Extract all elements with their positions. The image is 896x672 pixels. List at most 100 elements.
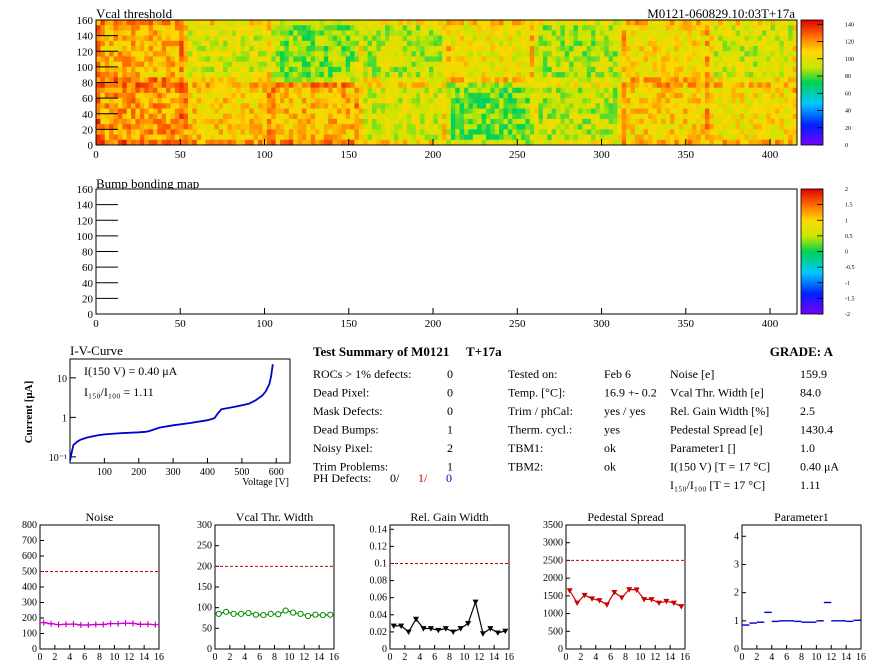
heatmap-cell: [411, 113, 417, 120]
heatmap-cell: [100, 20, 106, 26]
heatmap-cell: [577, 72, 583, 78]
heatmap-cell: [512, 118, 517, 125]
heatmap-cell: [148, 118, 154, 125]
heatmap-cell: [262, 25, 268, 31]
heatmap-cell: [227, 134, 233, 141]
heatmap-cell: [599, 25, 605, 31]
heatmap-cell: [696, 129, 701, 135]
heatmap-cell: [490, 30, 496, 36]
heatmap-cell: [109, 77, 114, 83]
heatmap-cell: [407, 87, 412, 94]
summary-value: ok: [604, 441, 616, 455]
heatmap-cell: [415, 25, 421, 31]
heatmap-cell: [617, 118, 623, 125]
heatmap-cell: [385, 56, 390, 63]
heatmap-cell: [104, 118, 110, 125]
heatmap-cell: [683, 129, 688, 135]
heatmap-cell: [612, 20, 618, 26]
heatmap-cell: [761, 124, 767, 130]
heatmap-cell: [542, 61, 548, 68]
plot-frame: [565, 524, 686, 650]
heatmap-cell: [315, 139, 320, 146]
heatmap-cell: [100, 35, 106, 42]
heatmap-cell: [354, 139, 360, 146]
heatmap-cell: [332, 30, 338, 36]
data-point: [611, 590, 618, 596]
heatmap-cell: [315, 92, 320, 99]
heatmap-cell: [626, 66, 631, 73]
heatmap-cell: [643, 40, 649, 47]
heatmap-cell: [201, 46, 206, 52]
heatmap-cell: [687, 92, 693, 99]
heatmap-cell: [301, 92, 307, 99]
heatmap-cell: [350, 113, 355, 120]
heatmap-cell: [223, 77, 228, 83]
heatmap-cell: [389, 25, 395, 31]
heatmap-cell: [582, 124, 588, 130]
heatmap-cell: [328, 25, 333, 31]
heatmap-cell: [696, 25, 701, 31]
heatmap-cell: [560, 20, 566, 26]
heatmap-cell: [209, 20, 215, 26]
heatmap-cell: [652, 25, 658, 31]
heatmap-cell: [450, 113, 456, 120]
data-point: [641, 597, 648, 603]
heatmap-cell: [433, 77, 439, 83]
heatmap-cell: [310, 134, 316, 141]
heatmap-cell: [393, 103, 399, 109]
heatmap-cell: [433, 30, 439, 36]
heatmap-cell: [748, 92, 754, 99]
heatmap-cell: [621, 20, 627, 26]
heatmap-cell: [551, 46, 557, 52]
heatmap-cell: [700, 25, 706, 31]
heatmap-cell: [468, 25, 474, 31]
heatmap-cell: [358, 139, 364, 146]
heatmap-cell: [214, 40, 220, 47]
heatmap-cell: [722, 82, 728, 89]
heatmap-cell: [775, 20, 780, 26]
heatmap-cell: [372, 35, 377, 42]
heatmap-cell: [450, 51, 456, 57]
heatmap-cell: [139, 87, 145, 94]
heatmap-cell: [713, 124, 719, 130]
heatmap-cell: [481, 139, 487, 146]
heatmap-cell: [516, 113, 522, 120]
iv-x-tick-label: 300: [166, 467, 181, 478]
heatmap-cell: [407, 118, 412, 125]
heatmap-cell: [201, 87, 206, 94]
heatmap-cell: [661, 82, 666, 89]
heatmap-cell: [319, 40, 325, 47]
heatmap-cell: [612, 46, 618, 52]
plot-y-tick-label: 700: [22, 536, 37, 547]
heatmap-cell: [284, 87, 290, 94]
heatmap-cell: [722, 77, 728, 83]
heatmap-cell: [626, 124, 631, 130]
heatmap-cell: [192, 124, 198, 130]
plot-y-tick-label: 300: [197, 520, 212, 531]
heatmap-cell: [345, 124, 351, 130]
heatmap-cell: [494, 98, 500, 104]
heatmap-cell: [542, 82, 548, 89]
heatmap-cell: [726, 92, 732, 99]
heatmap-cell: [713, 118, 719, 125]
heatmap-cell: [726, 30, 732, 36]
heatmap-cell: [586, 124, 592, 130]
heatmap-cell: [350, 103, 355, 109]
heatmap-cell: [332, 103, 338, 109]
heatmap-cell: [262, 82, 268, 89]
heatmap-cell: [209, 66, 215, 73]
heatmap-cell: [166, 82, 171, 89]
heatmap-cell: [770, 98, 776, 104]
heatmap-cell: [126, 118, 132, 125]
heatmap-cell: [161, 51, 167, 57]
heatmap-cell: [617, 30, 623, 36]
heatmap-cell: [586, 20, 592, 26]
heatmap-cell: [179, 46, 184, 52]
heatmap-cell: [144, 108, 149, 115]
heatmap-cell: [376, 72, 382, 78]
heatmap-cell: [231, 51, 237, 57]
heatmap-cell: [297, 51, 303, 57]
summary-value: 2.5: [800, 404, 815, 418]
heatmap-cell: [319, 46, 325, 52]
heatmap-cell: [560, 87, 566, 94]
